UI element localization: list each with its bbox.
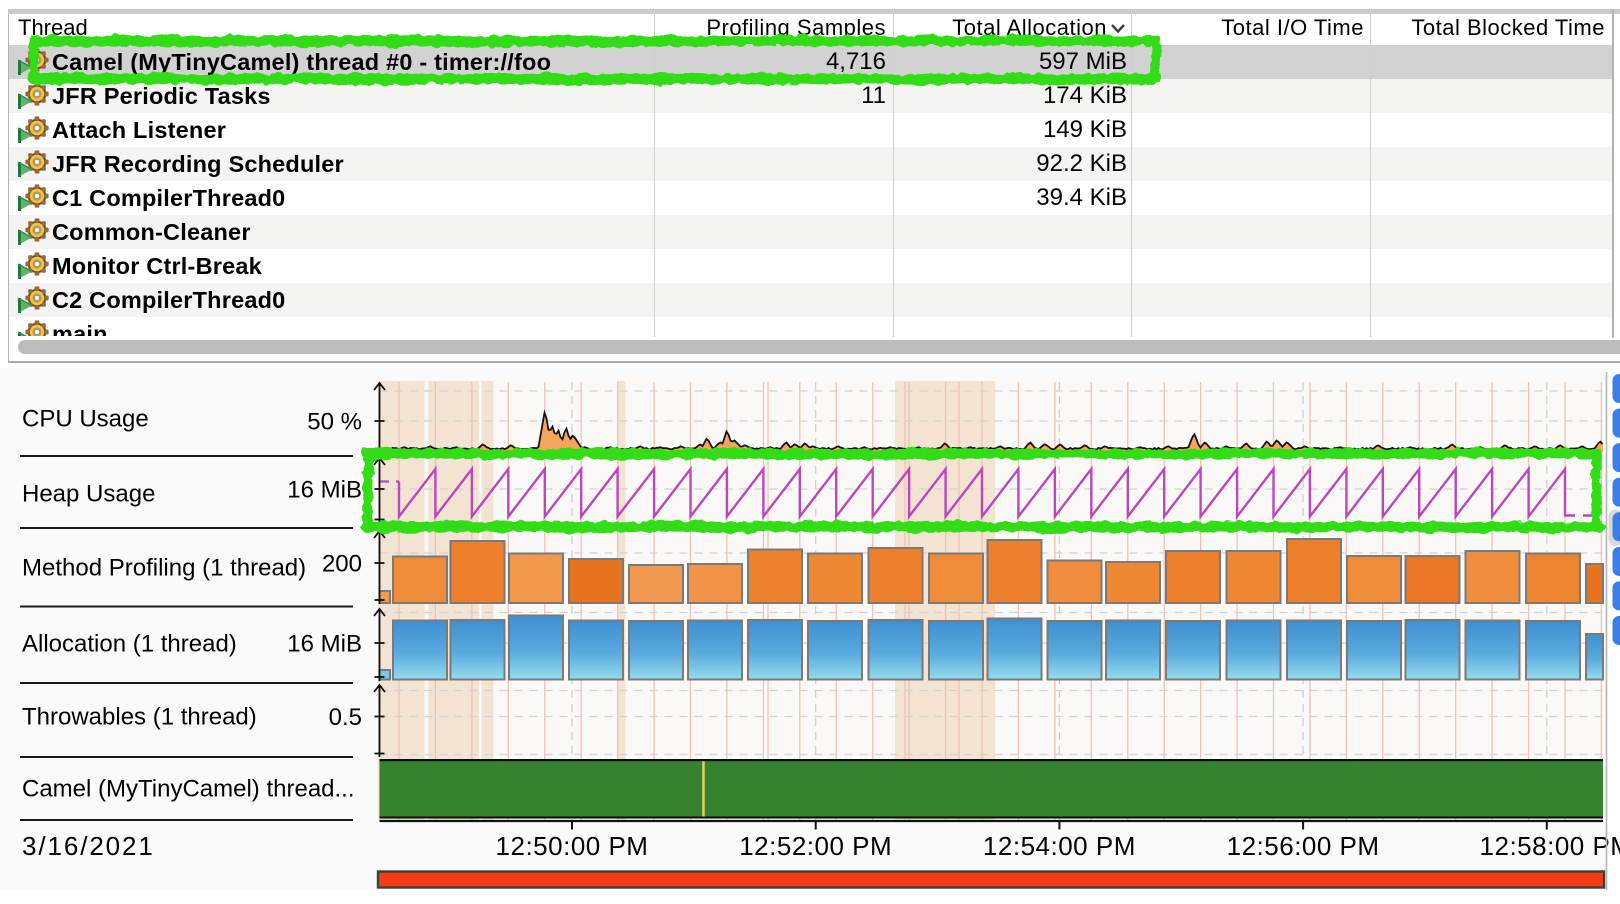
svg-text:12:52:00 PM: 12:52:00 PM [739, 831, 892, 861]
svg-text:12:54:00 PM: 12:54:00 PM [983, 831, 1136, 861]
svg-text:CPU Usage: CPU Usage [22, 406, 149, 433]
svg-text:16 MiB: 16 MiB [287, 631, 362, 658]
svg-text:Method Profiling (1 thread): Method Profiling (1 thread) [22, 555, 306, 582]
svg-text:3/16/2021: 3/16/2021 [22, 831, 155, 861]
svg-text:Heap Usage: Heap Usage [22, 481, 155, 508]
svg-text:12:50:00 PM: 12:50:00 PM [496, 831, 649, 861]
svg-text:Camel (MyTinyCamel) thread...: Camel (MyTinyCamel) thread... [22, 776, 355, 803]
svg-text:200: 200 [322, 551, 362, 578]
svg-text:0.5: 0.5 [329, 704, 362, 731]
svg-text:12:58:00 PM: 12:58:00 PM [1480, 831, 1620, 861]
svg-text:Allocation (1 thread): Allocation (1 thread) [22, 631, 237, 658]
svg-text:50 %: 50 % [307, 409, 362, 436]
svg-text:Throwables (1 thread): Throwables (1 thread) [22, 704, 257, 731]
svg-text:16 MiB: 16 MiB [287, 477, 362, 504]
svg-text:12:56:00 PM: 12:56:00 PM [1227, 831, 1380, 861]
